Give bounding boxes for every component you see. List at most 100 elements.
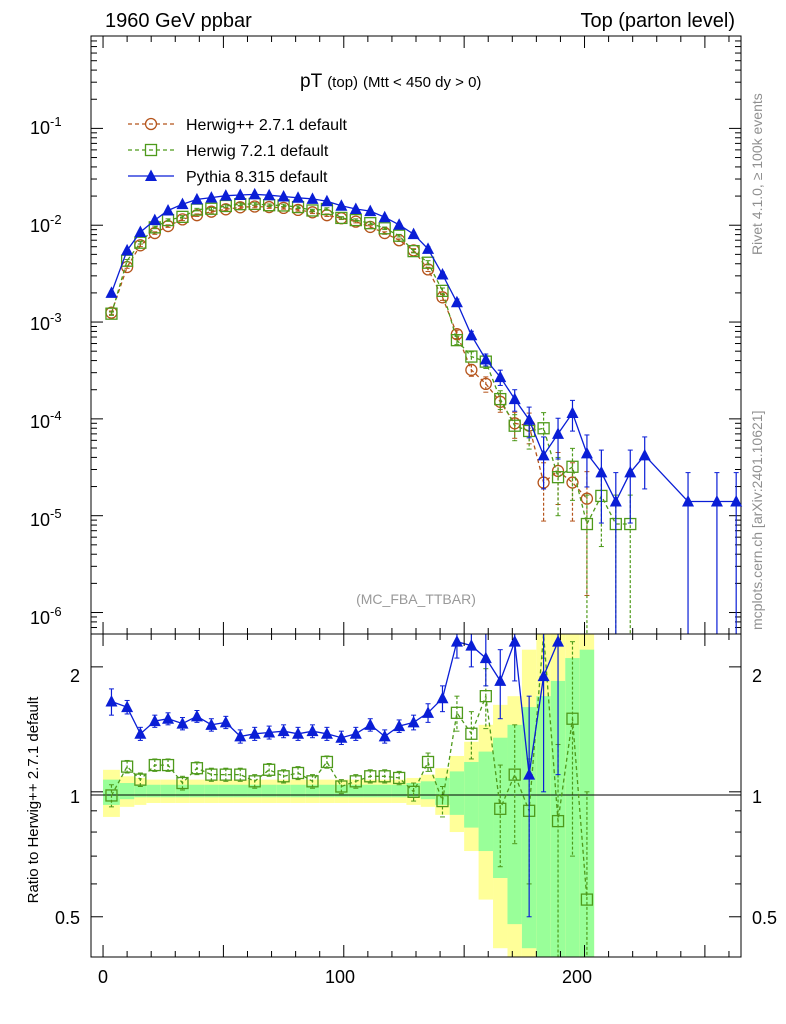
ratio-data-point [219, 768, 232, 781]
data-point [349, 202, 362, 215]
data-point [730, 495, 743, 507]
ratio-data-point [205, 718, 218, 730]
data-point [436, 284, 449, 297]
green-band-segment [420, 781, 436, 800]
data-point [624, 465, 637, 478]
ratio-data-point [450, 635, 463, 647]
ratio-data-point [248, 727, 261, 739]
ytick-label-1e-1: 10-1 [30, 114, 62, 138]
data-point [277, 189, 290, 202]
data-point [263, 188, 276, 201]
ratio-data-point [105, 695, 118, 707]
ratio-data-point [364, 770, 377, 783]
ratio-data-point [176, 717, 189, 729]
data-point [638, 448, 651, 461]
green-band-segment [391, 784, 407, 798]
data-point [306, 204, 319, 217]
square-marker-icon [144, 143, 158, 157]
ratio-ytick-label-0.5-right: 0.5 [752, 908, 777, 928]
ratio-data-point [148, 714, 161, 727]
data-point [508, 392, 521, 405]
ratio-data-point [465, 727, 478, 740]
green-band-segment [276, 784, 291, 798]
data-point [234, 188, 247, 201]
data-point [566, 476, 579, 489]
data-point [450, 334, 464, 347]
data-point [320, 194, 333, 207]
ratio-data-point [378, 770, 391, 783]
energy-label: 1960 GeV ppbar [105, 10, 252, 32]
green-band-segment [363, 784, 378, 798]
ratio-data-point [479, 690, 492, 703]
green-band-segment [119, 783, 135, 800]
ratio-data-point [552, 635, 565, 647]
data-point [537, 448, 550, 461]
ratio-data-point [537, 669, 550, 682]
data-point [378, 210, 391, 223]
ratio-data-point [234, 729, 247, 742]
ratio-data-point [320, 727, 333, 739]
green-band-segment [536, 696, 551, 957]
data-point [494, 392, 507, 406]
data-point [580, 492, 594, 505]
ratio-data-point [190, 762, 204, 775]
xtick-label-100: 100 [325, 967, 355, 987]
data-point [436, 267, 449, 280]
ratio-data-point [421, 755, 435, 769]
xtick-label-200: 200 [562, 967, 592, 987]
ratio-ytick-label-0.5: 0.5 [55, 908, 80, 928]
legend-entry-herwig7: Herwig 7.2.1 default [128, 143, 329, 160]
main-axis-ticks [91, 35, 741, 635]
green-band-segment [290, 784, 306, 798]
ratio-data-point [436, 691, 449, 704]
data-point [479, 353, 492, 365]
green-band-segment [218, 784, 234, 798]
ratio-data-point [349, 727, 362, 739]
ratio-series-square [105, 633, 594, 958]
data-point [465, 350, 478, 363]
ratio-data-point [508, 768, 521, 781]
data-point [537, 422, 550, 435]
data-point [580, 446, 593, 459]
data-point [335, 199, 348, 211]
legend-label: Herwig 7.2.1 default [186, 143, 329, 160]
ratio-data-point [205, 768, 218, 781]
ratio-data-point [378, 729, 391, 742]
data-point [407, 227, 420, 240]
main-y-tick-labels: 10-1 10-2 10-3 10-4 10-5 10-6 [30, 114, 62, 628]
data-point [392, 229, 406, 242]
data-point [682, 495, 695, 507]
legend-entry-herwigpp: Herwig++ 2.7.1 default [128, 117, 348, 134]
ratio-data-point [393, 719, 406, 732]
data-point [710, 495, 723, 507]
data-point [580, 517, 594, 531]
ratio-data-point [320, 755, 334, 769]
green-band-segment [305, 784, 320, 798]
legend-label: Herwig++ 2.7.1 default [186, 117, 348, 134]
ratio-data-point [364, 718, 377, 730]
data-point [508, 419, 521, 432]
data-point [523, 413, 536, 425]
xtick-label-0: 0 [98, 967, 108, 987]
ratio-data-point [262, 763, 276, 776]
ratio-data-point [148, 758, 161, 772]
ratio-y-axis-label: Ratio to Herwig++ 2.7.1 default [25, 696, 42, 904]
green-band-segment [435, 777, 450, 805]
green-band-segment [204, 784, 219, 798]
ytick-label-1e-4: 10-4 [30, 408, 62, 432]
ratio-data-point [422, 706, 435, 718]
data-point [465, 363, 478, 377]
ratio-data-point [234, 768, 247, 781]
ratio-ytick-label-1: 1 [70, 787, 80, 807]
ratio-data-point [335, 731, 348, 743]
ratio-data-point [566, 712, 579, 725]
series-circle [105, 200, 594, 596]
data-point [494, 370, 507, 383]
ratio-data-point [335, 780, 348, 793]
data-point [190, 192, 203, 205]
data-point [335, 211, 348, 225]
ratio-data-point [134, 773, 147, 786]
ratio-data-point [219, 715, 232, 728]
triangle-marker-icon [145, 169, 157, 181]
